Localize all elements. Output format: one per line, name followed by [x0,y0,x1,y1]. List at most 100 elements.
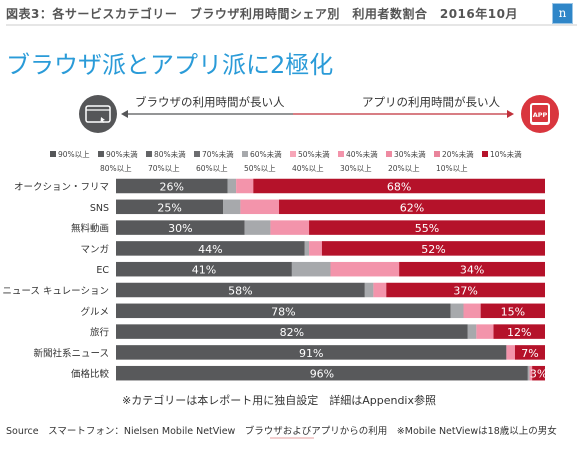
bar-segment [527,365,530,381]
app-arrow-head [507,110,514,118]
category-label: オークション・フリマ [14,182,109,193]
legend-label: 80%未満 [154,149,186,159]
bar-segment [506,345,515,360]
bar-segment [116,324,468,339]
bar-segment [364,282,374,298]
browser-direction-label: ブラウザの利用時間が長い人 [135,95,285,109]
legend-swatch [146,151,152,157]
bar-label-app: 12% [507,326,531,339]
legend-label: 90%以上 [58,150,90,159]
bar-label-browser: 25% [157,201,181,214]
bar-segment [450,303,464,319]
bar-label-browser: 26% [160,181,184,194]
bar-segment [330,261,400,277]
legend: 90%以上 90%未満 80%以上 80%未満 70%以上 70%未満 60%以上 60%未満… [50,149,522,173]
bar-segment [116,178,228,194]
bar-label-browser: 58% [228,285,252,298]
legend-swatch [50,151,56,157]
bar-segment [476,324,494,339]
bar-segment [116,282,365,298]
legend-label-sub: 30%以上 [340,164,372,173]
bar-label-browser: 78% [271,305,295,318]
bar-segment [223,199,241,215]
legend-swatch [386,151,392,157]
legend-swatch [194,151,200,157]
bar-label-app: 55% [415,222,439,235]
category-label: EC [96,265,109,276]
bar-segment [304,241,310,256]
category-label: ニュース キュレーション [2,286,109,297]
app-icon-label: APP [533,111,548,119]
legend-swatch [242,151,248,157]
browser-window-icon [79,95,117,133]
bar-segment [244,220,271,235]
bar-segment [399,261,545,277]
category-label: SNS [90,203,109,214]
category-label: 無料動画 [71,223,109,235]
bar-label-app: 34% [460,264,484,277]
bar-label-browser: 96% [310,368,334,381]
legend-swatch [98,151,104,157]
app-icon: APP [521,95,559,133]
bar-segment [116,261,292,277]
bar-segment [116,303,451,319]
category-label: マンガ [80,244,109,255]
bar-segment [463,303,481,319]
bars: オークション・フリマ 26% 68% SNS 25% 62% 無料動画 30% 55% マンガ 44… [2,178,547,381]
legend-label-sub: 50%以上 [244,164,276,173]
legend-label-sub: 20%以上 [388,164,420,173]
legend-label-sub: 40%以上 [292,164,324,173]
bar-segment [493,324,545,339]
bar-segment [236,178,254,194]
bar-segment [240,199,280,215]
figure-title: 図表3：各サービスカテゴリー ブラウザ利用時間シェア別 利用者数割合 2016年… [6,7,518,21]
bar-segment [116,345,507,360]
bar-segment [116,199,224,215]
category-label: 価格比較 [71,368,110,380]
legend-label-sub: 10%以上 [436,164,468,173]
bar-label-app: 68% [387,181,411,194]
legend-label-sub: 80%以上 [100,164,132,173]
bar-label-app: 7% [521,347,538,360]
bar-label-app: 15% [501,305,525,318]
legend-label: 20%未満 [442,149,474,159]
nielsen-logo: n [552,3,573,24]
legend-label: 60%未満 [250,149,282,159]
legend-label: 30%未満 [394,149,426,159]
bar-segment [321,241,545,256]
footnote: ※カテゴリーは本レポート用に独自設定 詳細はAppendix参照 [122,393,436,407]
bar-segment [309,241,322,256]
legend-label: 10%未満 [490,149,522,159]
subtitle: ブラウザ派とアプリ派に2極化 [6,51,334,79]
bar-label-browser: 30% [168,222,192,235]
bar-segment [227,178,237,194]
category-label: 新聞社系ニュース [33,347,109,359]
bar-label-app: 3% [530,368,547,381]
app-direction-label: アプリの利用時間が長い人 [362,95,500,109]
bar-label-browser: 82% [280,326,304,339]
bar-segment [532,365,545,381]
bar-segment [270,220,310,235]
bar-segment [373,282,387,298]
bar-segment [279,199,545,215]
legend-swatch [482,151,488,157]
bar-segment [480,303,545,319]
bar-segment [291,261,331,277]
category-label: グルメ [80,306,109,318]
bar-segment [529,365,533,381]
legend-label: 40%未満 [346,149,378,159]
bar-segment [467,324,477,339]
legend-swatch [290,151,296,157]
source-note: Source スマートフォン：Nielsen Mobile NetView ブラ… [6,425,557,437]
bar-segment [116,220,245,235]
legend-label: 90%未満 [106,149,138,159]
bar-segment [386,282,545,298]
bar-label-browser: 41% [192,264,216,277]
legend-swatch [434,151,440,157]
legend-label: 70%未満 [202,149,234,159]
browser-arrow-head [121,110,128,118]
bar-segment [309,220,545,235]
legend-swatch [338,151,344,157]
category-label: 旅行 [90,327,110,339]
